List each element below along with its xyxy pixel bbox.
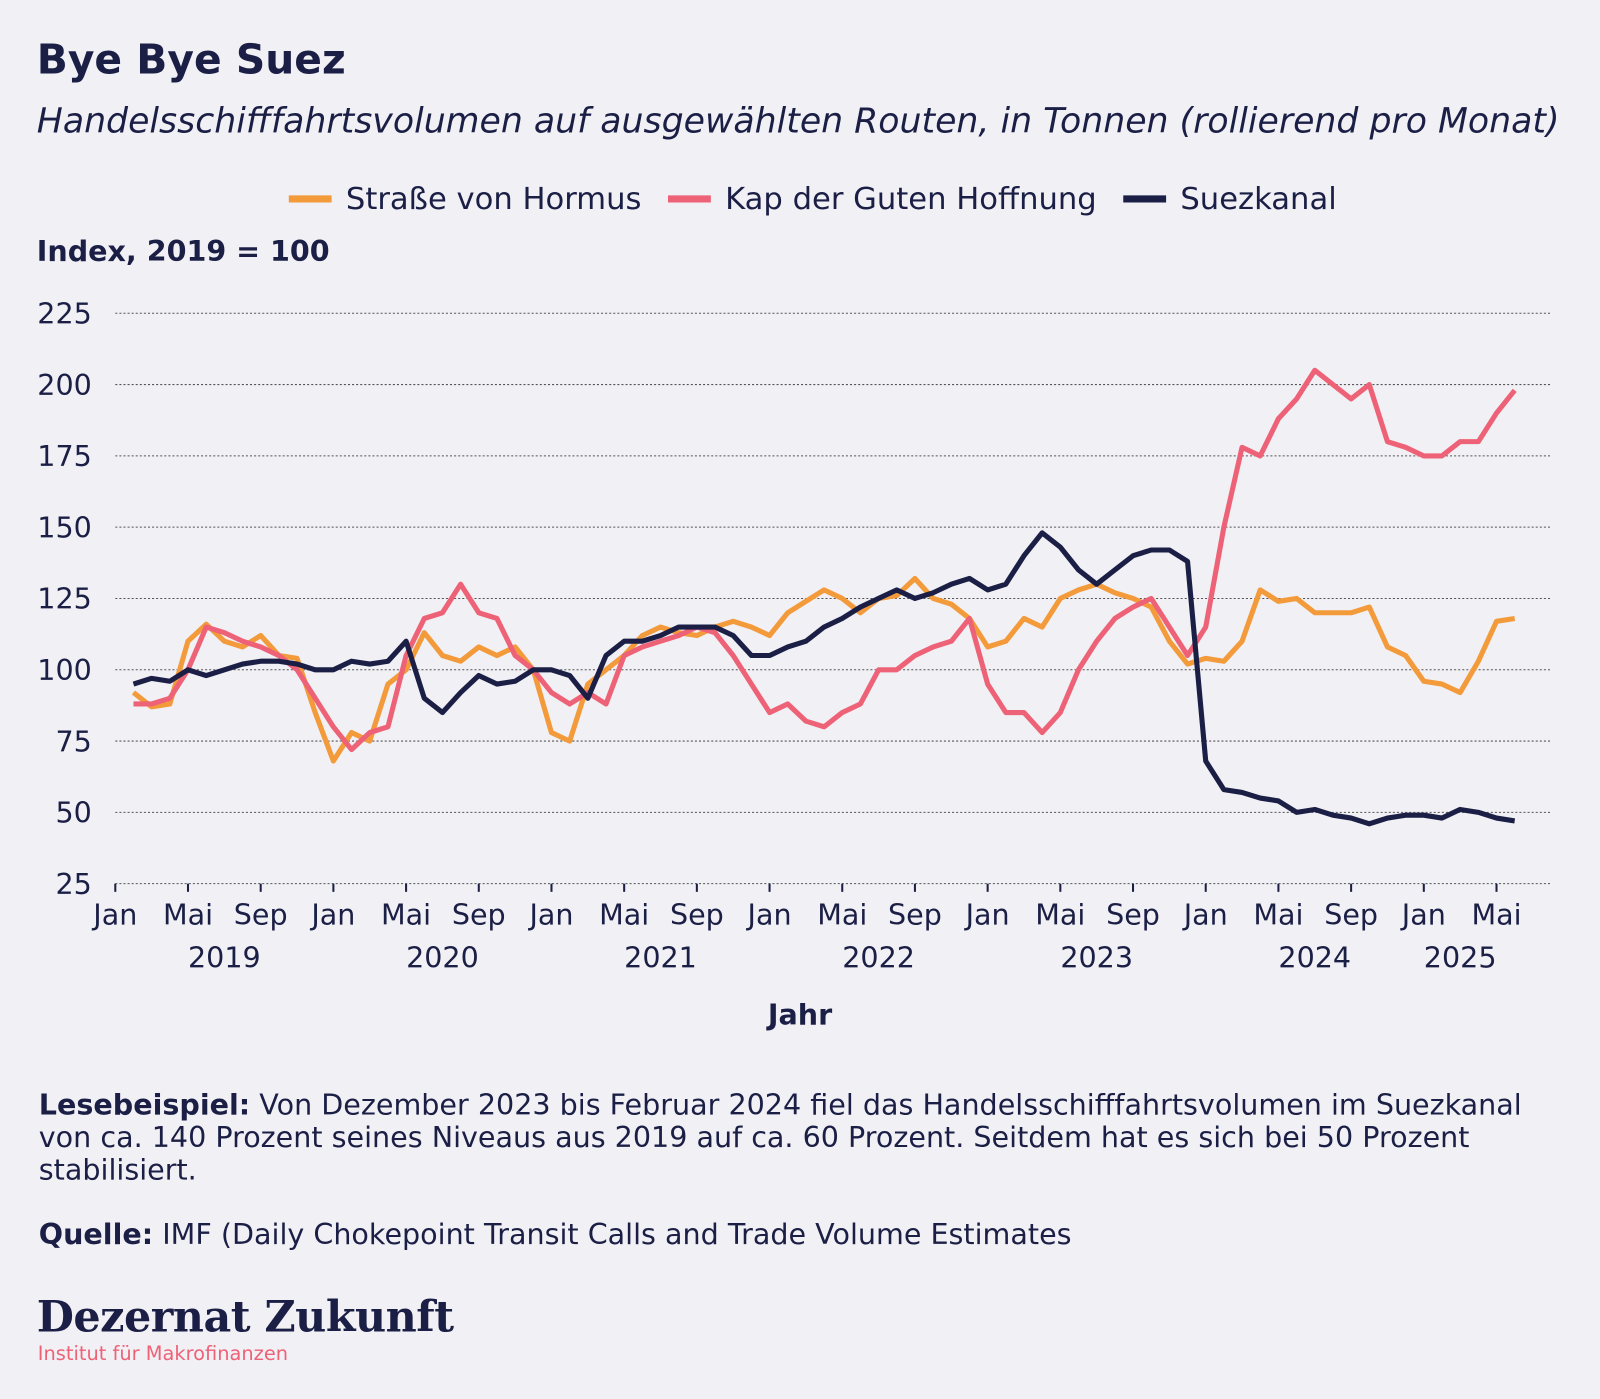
y-tick-label: 150 bbox=[37, 510, 92, 544]
y-axis-label: Index, 2019 = 100 bbox=[37, 234, 330, 268]
legend-label: Kap der Guten Hoffnung bbox=[725, 182, 1097, 217]
x-tick-label: Jan bbox=[746, 897, 792, 931]
x-tick-label: Mai bbox=[1253, 897, 1303, 931]
x-tick-label: Jan bbox=[309, 897, 355, 931]
year-label: 2022 bbox=[842, 940, 915, 974]
year-label: 2020 bbox=[406, 940, 479, 974]
note-label: Quelle: bbox=[38, 1217, 154, 1252]
x-tick-label: Mai bbox=[1471, 897, 1521, 931]
x-tick-label: Jan bbox=[1182, 897, 1228, 931]
x-tick-label: Mai bbox=[163, 897, 213, 931]
brand-tagline: Institut für Makrofinanzen bbox=[37, 1342, 289, 1366]
x-tick-label: Sep bbox=[1324, 897, 1378, 931]
x-tick-label: Jan bbox=[1400, 897, 1446, 931]
y-tick-label: 25 bbox=[55, 867, 91, 901]
x-tick-label: Sep bbox=[888, 897, 942, 931]
year-label: 2021 bbox=[624, 940, 697, 974]
note-text: Von Dezember 2023 bis Februar 2024 fiel … bbox=[38, 1087, 1522, 1187]
y-tick-label: 200 bbox=[37, 368, 92, 402]
x-tick-label: Sep bbox=[1106, 897, 1160, 931]
y-tick-label: 100 bbox=[37, 653, 92, 687]
x-tick-label: Sep bbox=[234, 897, 288, 931]
x-tick-label: Jan bbox=[91, 897, 137, 931]
series-line bbox=[132, 530, 1516, 827]
note: Lesebeispiel: Von Dezember 2023 bis Febr… bbox=[38, 1087, 1549, 1187]
series-line bbox=[133, 367, 1517, 753]
year-label: 2019 bbox=[188, 940, 261, 974]
y-tick-label: 125 bbox=[37, 582, 92, 616]
x-tick-label: Sep bbox=[452, 897, 506, 931]
y-tick-label: 225 bbox=[37, 296, 92, 330]
note-text: IMF (Daily Chokepoint Transit Calls and … bbox=[162, 1217, 1072, 1252]
year-label: 2025 bbox=[1424, 940, 1497, 974]
chart-title: Bye Bye Suez bbox=[37, 35, 346, 83]
x-tick-label: Jan bbox=[964, 897, 1010, 931]
y-tick-label: 50 bbox=[55, 796, 91, 830]
x-tick-label: Mai bbox=[817, 897, 867, 931]
legend-label: Suezkanal bbox=[1180, 182, 1336, 217]
x-tick-label: Mai bbox=[599, 897, 649, 931]
note: Quelle: IMF (Daily Chokepoint Transit Ca… bbox=[39, 1218, 1549, 1251]
x-tick-label: Jan bbox=[527, 897, 573, 931]
year-label: 2023 bbox=[1060, 940, 1133, 974]
y-tick-label: 75 bbox=[55, 724, 91, 758]
x-tick-label: Mai bbox=[381, 897, 431, 931]
x-tick-label: Sep bbox=[670, 897, 724, 931]
x-tick-label: Mai bbox=[1035, 897, 1085, 931]
note-label: Lesebeispiel: bbox=[38, 1087, 251, 1122]
brand: Dezernat Zukunft bbox=[36, 1291, 454, 1342]
x-axis-label: Jahr bbox=[766, 997, 832, 1031]
legend-label: Straße von Hormus bbox=[346, 182, 642, 217]
chart-subtitle: Handelsschifffahrtsvolumen auf ausgewähl… bbox=[37, 102, 1560, 142]
year-label: 2024 bbox=[1278, 940, 1351, 974]
y-tick-label: 175 bbox=[37, 439, 92, 473]
